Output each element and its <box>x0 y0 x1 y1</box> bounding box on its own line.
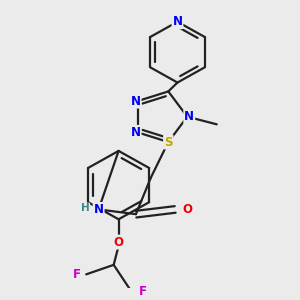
Text: N: N <box>172 15 182 28</box>
Text: N: N <box>94 203 103 216</box>
Text: O: O <box>114 236 124 249</box>
Text: N: N <box>130 94 141 108</box>
Text: S: S <box>164 136 172 148</box>
Text: N: N <box>184 110 194 123</box>
Text: H: H <box>80 203 89 214</box>
Text: O: O <box>182 203 192 216</box>
Text: N: N <box>130 126 141 139</box>
Text: F: F <box>72 268 80 281</box>
Text: F: F <box>139 285 147 298</box>
